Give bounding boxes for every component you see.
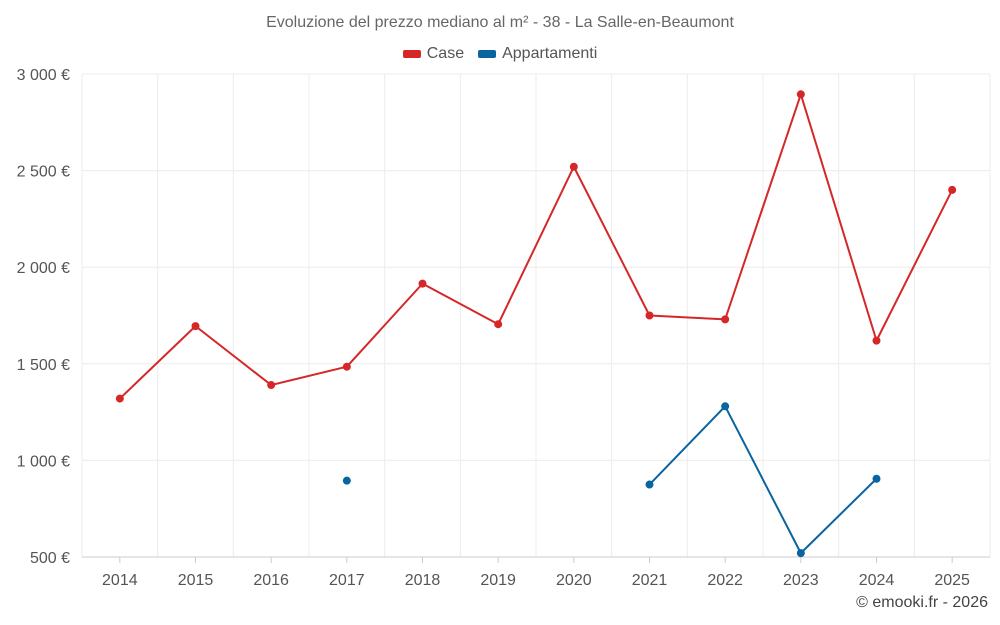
- legend: Case Appartamenti: [0, 45, 1000, 63]
- data-point-case: [569, 162, 578, 171]
- legend-label-appartamenti: Appartamenti: [502, 45, 598, 62]
- data-point-case: [191, 322, 200, 331]
- legend-label-case: Case: [426, 45, 465, 62]
- data-point-appartamenti: [796, 549, 805, 558]
- y-tick-label: 1 500 €: [17, 357, 70, 374]
- data-point-appartamenti: [342, 476, 351, 485]
- data-point-appartamenti: [872, 474, 881, 483]
- data-point-appartamenti: [721, 402, 730, 411]
- data-point-case: [267, 381, 276, 390]
- x-tick-label: 2014: [102, 572, 138, 589]
- legend-swatch-case: [402, 50, 421, 58]
- x-tick-label: 2025: [934, 572, 970, 589]
- y-tick-label: 1 000 €: [17, 453, 70, 470]
- data-point-case: [645, 311, 654, 320]
- x-tick-label: 2015: [178, 572, 214, 589]
- chart-title: Evoluzione del prezzo mediano al m² - 38…: [266, 14, 734, 31]
- data-point-case: [494, 320, 503, 329]
- data-point-case: [872, 336, 881, 345]
- data-point-case: [796, 90, 805, 99]
- data-point-case: [721, 315, 730, 324]
- series-line-case: [119, 93, 954, 400]
- credit-text: © emooki.fr - 2026: [856, 594, 988, 611]
- y-tick-label: 2 000 €: [17, 260, 70, 277]
- x-tick-label: 2019: [480, 572, 516, 589]
- y-tick-label: 500 €: [30, 550, 70, 567]
- data-point-case: [115, 394, 124, 403]
- data-point-appartamenti: [645, 480, 654, 489]
- x-tick-label: 2021: [632, 572, 668, 589]
- data-point-case: [342, 362, 351, 371]
- y-tick-label: 3 000 €: [17, 67, 70, 84]
- x-tick-label: 2022: [707, 572, 743, 589]
- x-tick-label: 2018: [405, 572, 441, 589]
- x-tick-label: 2017: [329, 572, 365, 589]
- legend-item-case[interactable]: Case: [402, 45, 465, 63]
- series-line-appartamenti: [648, 405, 878, 555]
- y-tick-label: 2 500 €: [17, 164, 70, 181]
- x-tick-label: 2023: [783, 572, 819, 589]
- x-tick-label: 2024: [859, 572, 895, 589]
- legend-swatch-appartamenti: [478, 50, 497, 58]
- x-tick-label: 2020: [556, 572, 592, 589]
- data-point-case: [418, 279, 427, 288]
- legend-item-appartamenti[interactable]: Appartamenti: [478, 45, 597, 63]
- x-tick-label: 2016: [253, 572, 289, 589]
- data-point-case: [948, 185, 957, 194]
